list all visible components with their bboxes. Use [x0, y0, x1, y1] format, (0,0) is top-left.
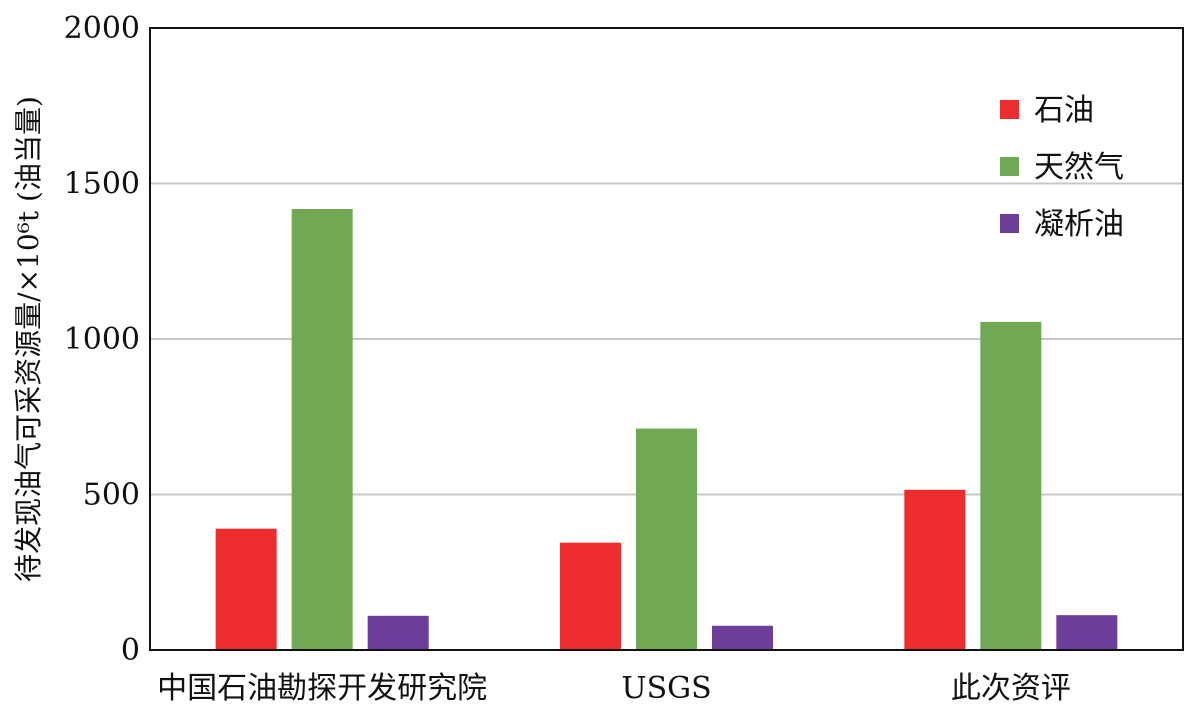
legend-swatch	[1000, 100, 1019, 119]
plot-frame	[149, 27, 1184, 651]
bar-1-2	[560, 542, 621, 650]
x-axis-labels: 中国石油勘探开发研究院 USGS 此次资评	[157, 671, 1071, 706]
legend-label: 凝析油	[1034, 207, 1124, 242]
bar-3-1	[367, 615, 429, 650]
y-tick-label: 2000	[64, 11, 140, 46]
bars	[215, 209, 1118, 650]
bar-1-1	[215, 528, 277, 650]
y-axis-ticks: 0 500 1000 1500 2000	[64, 11, 140, 668]
bar-3-3	[1056, 615, 1118, 650]
y-tick-label: 1000	[64, 322, 140, 357]
y-tick-label: 1500	[64, 167, 140, 202]
bar-2-1	[291, 209, 353, 650]
x-category-label: 中国石油勘探开发研究院	[157, 671, 487, 706]
bar-1-3	[904, 489, 966, 650]
bar-3-2	[712, 625, 773, 650]
y-tick-label: 500	[83, 478, 140, 513]
x-category-label: USGS	[621, 671, 711, 706]
legend-label: 天然气	[1034, 150, 1124, 185]
x-category-label: 此次资评	[951, 671, 1071, 706]
y-tick-label: 0	[121, 633, 140, 668]
legend-label: 石油	[1034, 93, 1094, 128]
bar-2-3	[980, 321, 1042, 650]
bar-2-2	[636, 428, 697, 650]
y-axis-label: 待发现油气可采资源量/×10⁶t (油当量)	[12, 96, 45, 582]
legend-swatch	[1000, 214, 1019, 233]
legend-swatch	[1000, 157, 1019, 176]
